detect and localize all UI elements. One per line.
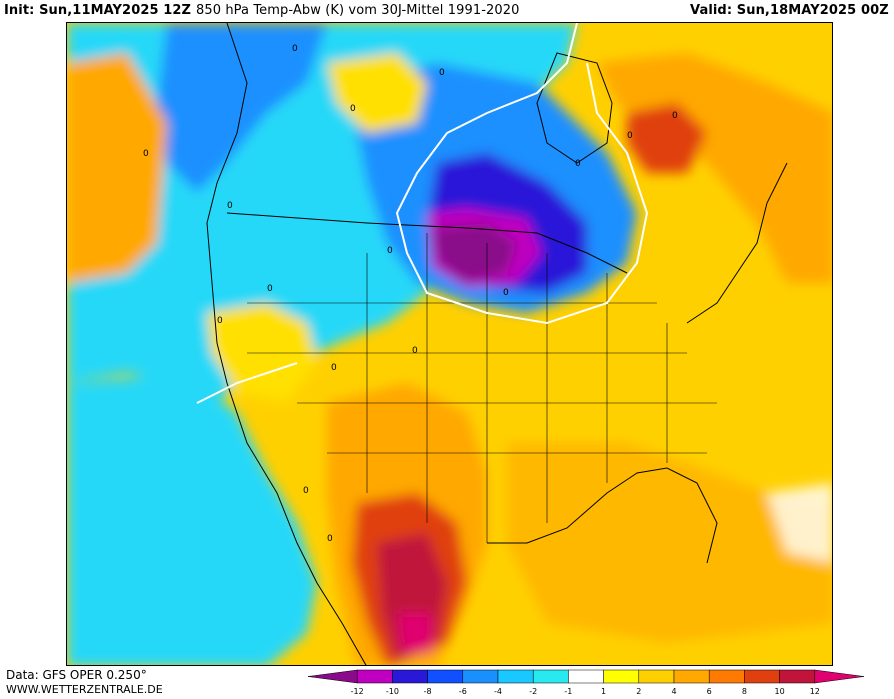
- warm-anomaly-mexico-magenta: [397, 613, 432, 653]
- zero-contour-main: [395, 23, 649, 325]
- legend-swatch: [392, 669, 428, 684]
- warm-pocket-north: [327, 53, 427, 133]
- legend-tick-label: -1: [564, 687, 573, 696]
- legend-swatch: [673, 669, 710, 684]
- legend-tick-label: 4: [671, 687, 677, 696]
- contour-label: 0: [327, 534, 333, 544]
- website-label: WWW.WETTERZENTRALE.DE: [6, 683, 163, 696]
- legend-swatch: [307, 669, 358, 684]
- legend-swatch: [603, 669, 640, 684]
- color-legend: -12 -10 -8 -6 -4 -2 -1 1 2 4 6 8 10 12: [306, 668, 866, 698]
- legend-swatch: [427, 669, 464, 684]
- legend-swatch: [744, 669, 780, 684]
- valid-time-label: Valid: Sun,18MAY2025 00Z: [690, 3, 889, 18]
- anomaly-map: 0 0 0 0 0 0 0 0 0 0 0 0 0 0 0 0: [67, 23, 832, 665]
- contour-label: 0: [412, 346, 418, 356]
- warm-anomaly-west-orange: [67, 53, 167, 283]
- legend-swatch: [356, 669, 393, 684]
- geo-lines: [206, 23, 788, 665]
- header: Init: Sun,11MAY2025 12Z 850 hPa Temp-Abw…: [0, 0, 894, 22]
- legend-tick-label: -6: [458, 687, 467, 696]
- contour-label: 0: [267, 284, 273, 294]
- legend-tick-label: 6: [706, 687, 712, 696]
- warm-anomaly-canada-red: [627, 103, 707, 173]
- coastline-gulf: [487, 467, 718, 564]
- contour-label: 0: [227, 201, 233, 211]
- legend-colorbar: [307, 669, 865, 684]
- border-us-canada: [226, 212, 628, 274]
- warm-anomaly-gulf-orange: [507, 443, 832, 643]
- contour-label: 0: [672, 111, 678, 121]
- contour-label: 0: [575, 159, 581, 169]
- contour-label: 0: [303, 486, 309, 496]
- legend-tick-label: 12: [809, 687, 820, 696]
- zero-contour-west: [196, 362, 298, 404]
- contour-label: 0: [143, 149, 149, 159]
- map-title: 850 hPa Temp-Abw (K) vom 30J-Mittel 1991…: [196, 3, 520, 18]
- legend-tick-label: -4: [494, 687, 502, 696]
- zero-contour: [196, 23, 649, 404]
- legend-tick-label: -12: [350, 687, 364, 696]
- map-panel: 0 0 0 0 0 0 0 0 0 0 0 0 0 0 0 0: [66, 22, 833, 666]
- contour-label: 0: [627, 131, 633, 141]
- data-source-label: Data: GFS OPER 0.250°: [6, 668, 147, 682]
- legend-swatch: [568, 669, 604, 684]
- neutral-zone-caribbean: [767, 483, 832, 563]
- contour-label: 0: [331, 363, 337, 373]
- contour-label: 0: [439, 68, 445, 78]
- legend-swatch: [638, 669, 675, 684]
- contour-label: 0: [503, 288, 509, 298]
- cold-anomaly-extreme: [432, 223, 517, 283]
- cold-anomaly-pacific: [67, 373, 317, 665]
- contour-labels: 0 0 0 0 0 0 0 0 0 0 0 0 0 0 0 0: [143, 44, 678, 544]
- contour-label: 0: [217, 316, 223, 326]
- legend-tick-label: -2: [529, 687, 538, 696]
- legend-swatch: [497, 669, 534, 684]
- contour-label: 0: [292, 44, 298, 54]
- legend-tick-label: 8: [741, 687, 747, 696]
- state-lines: [247, 233, 717, 543]
- legend-tick-label: 2: [636, 687, 642, 696]
- coastline-east: [686, 162, 788, 324]
- footer: Data: GFS OPER 0.250° WWW.WETTERZENTRALE…: [0, 666, 894, 699]
- legend-tick-label: -10: [385, 687, 399, 696]
- legend-swatch: [779, 669, 816, 684]
- legend-swatch: [462, 669, 499, 684]
- legend-tick-label: -8: [423, 687, 432, 696]
- hudson-bay-outline: [536, 52, 613, 164]
- contour-label: 0: [350, 104, 356, 114]
- legend-swatch: [532, 669, 569, 684]
- legend-swatch: [814, 669, 865, 684]
- coastline-west: [206, 23, 367, 665]
- legend-tick-label: 10: [774, 687, 785, 696]
- legend-swatch: [708, 669, 745, 684]
- contour-label: 0: [387, 246, 393, 256]
- legend-tick-label: 1: [601, 687, 607, 696]
- init-time-label: Init: Sun,11MAY2025 12Z: [4, 3, 192, 18]
